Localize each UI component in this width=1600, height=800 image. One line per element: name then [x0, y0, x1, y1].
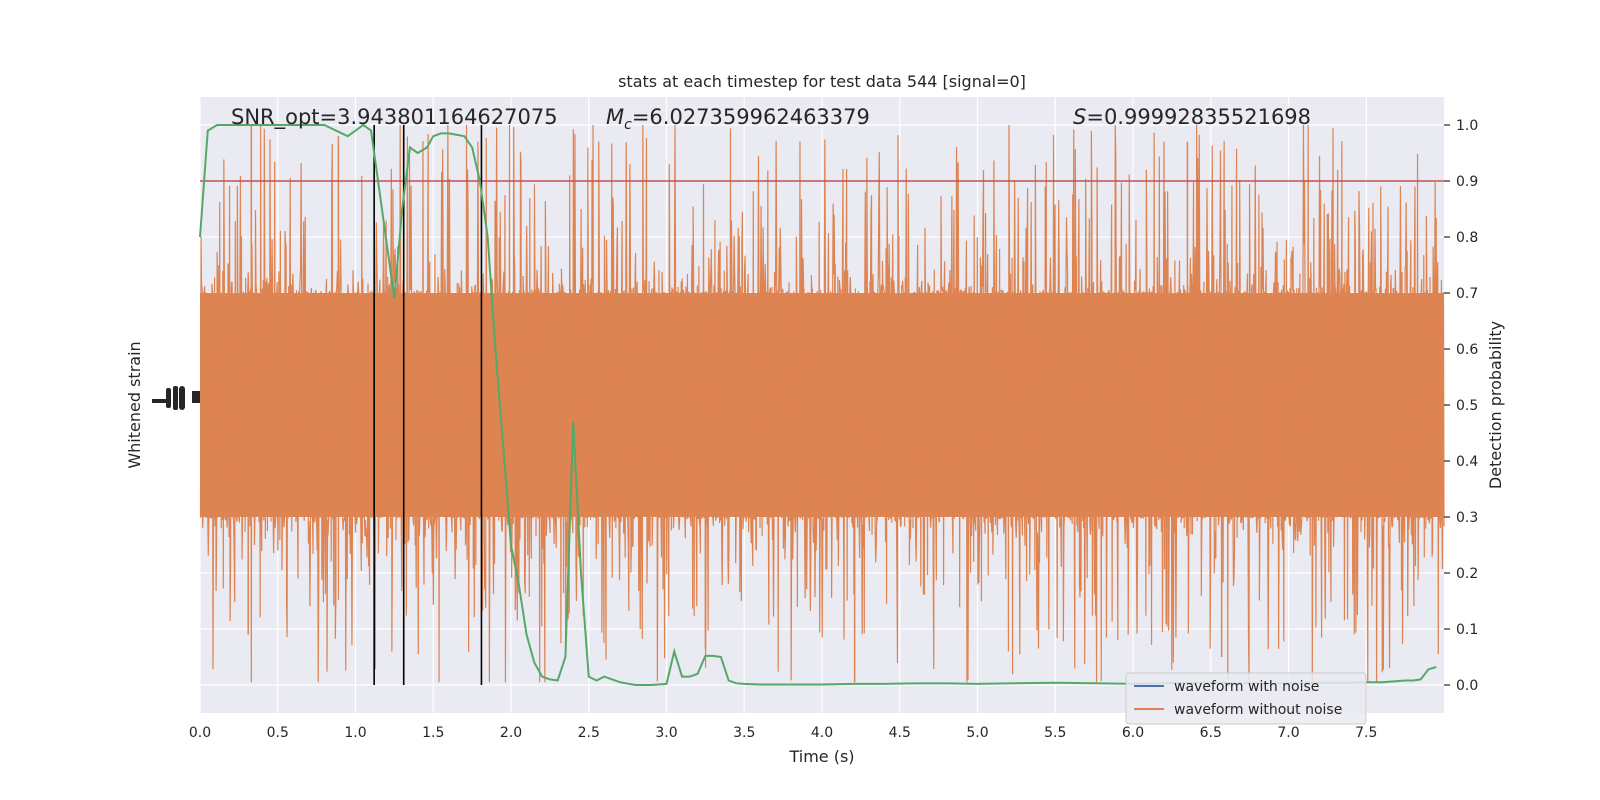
- legend-box: [1125, 672, 1367, 725]
- x-tick-label-3: 1.5: [422, 725, 444, 741]
- left-y-axis-label: Whitened strain: [125, 341, 144, 468]
- x-tick-label-11: 5.5: [1044, 725, 1066, 741]
- x-tick-label-8: 4.0: [811, 725, 833, 741]
- legend-label-clean: waveform without noise: [1174, 702, 1342, 718]
- s-annotation: S=0.99992835521698: [1073, 105, 1311, 129]
- x-tick-label-9: 4.5: [889, 725, 911, 741]
- x-axis-label: Time (s): [788, 747, 854, 766]
- snr-annotation: SNR_opt=3.943801164627075: [231, 105, 558, 130]
- x-tick-label-1: 0.5: [267, 725, 289, 741]
- y-tick-label-10: 1.0: [1456, 118, 1478, 134]
- y-tick-label-1: 0.1: [1456, 622, 1478, 638]
- y-tick-label-6: 0.6: [1456, 342, 1478, 358]
- left-axis-collapsed-ticks: [152, 386, 200, 410]
- x-tick-label-5: 2.5: [578, 725, 600, 741]
- x-tick-label-2: 1.0: [344, 725, 366, 741]
- legend: waveform with noise waveform without noi…: [1125, 672, 1367, 725]
- x-tick-label-15: 7.5: [1355, 725, 1377, 741]
- x-tick-label-6: 3.0: [655, 725, 677, 741]
- y-tick-label-0: 0.0: [1456, 678, 1478, 694]
- y-tick-label-2: 0.2: [1456, 566, 1478, 582]
- x-tick-label-4: 2.0: [500, 725, 522, 741]
- x-tick-label-0: 0.0: [189, 725, 211, 741]
- y-tick-label-7: 0.7: [1456, 286, 1478, 302]
- waveform-without-noise-series: [199, 124, 1445, 683]
- y-tick-label-8: 0.8: [1456, 230, 1478, 246]
- y-tick-label-3: 0.3: [1456, 510, 1478, 526]
- x-tick-labels: 0.0 0.5 1.0 1.5 2.0 2.5 3.0 3.5 4.0 4.5 5.0 5.5 6.0 6…: [189, 725, 1378, 741]
- x-tick-label-14: 7.0: [1277, 725, 1299, 741]
- right-y-axis-label: Detection probability: [1486, 321, 1505, 489]
- legend-label-noise: waveform with noise: [1174, 679, 1319, 695]
- x-tick-label-13: 6.5: [1200, 725, 1222, 741]
- vertical-lines-group: [373, 125, 483, 685]
- x-tick-label-12: 6.0: [1122, 725, 1144, 741]
- chirp-mass-annotation: Mc=6.027359962463379: [606, 105, 870, 133]
- y-tick-label-5: 0.5: [1456, 398, 1478, 414]
- right-y-tick-labels: 0.0 0.1 0.2 0.3 0.4 0.5 0.6 0.7 0.8 0.9 1.0: [1444, 118, 1478, 694]
- x-tick-label-7: 3.5: [733, 725, 755, 741]
- chart-title: stats at each timestep for test data 544…: [618, 72, 1026, 91]
- y-tick-label-4: 0.4: [1456, 454, 1478, 470]
- y-tick-label-9: 0.9: [1456, 174, 1478, 190]
- x-tick-label-10: 5.0: [966, 725, 988, 741]
